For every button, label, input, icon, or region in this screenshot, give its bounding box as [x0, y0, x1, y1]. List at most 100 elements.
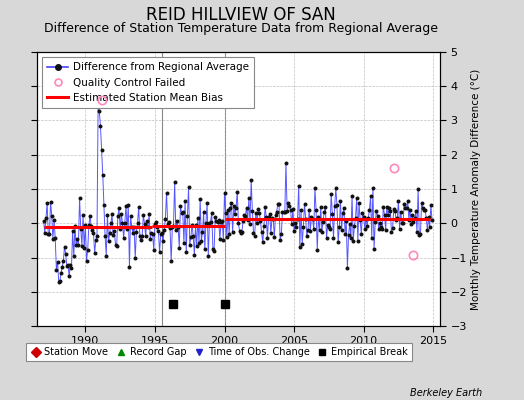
- Point: [154, 228, 162, 234]
- Point: [356, 216, 364, 223]
- Point: [294, 182, 303, 189]
- Point: [378, 225, 386, 232]
- Point: [304, 227, 312, 234]
- Point: [79, 212, 88, 218]
- Point: [381, 227, 390, 233]
- Text: Difference of Station Temperature Data from Regional Average: Difference of Station Temperature Data f…: [44, 22, 438, 35]
- Point: [82, 258, 91, 264]
- Point: [241, 212, 249, 219]
- Point: [206, 219, 215, 225]
- Point: [309, 216, 317, 222]
- Point: [144, 224, 152, 230]
- Point: [158, 230, 166, 236]
- Point: [95, 108, 103, 114]
- Point: [181, 198, 189, 204]
- Point: [235, 228, 244, 234]
- Point: [149, 247, 158, 253]
- Point: [224, 207, 232, 213]
- Point: [321, 204, 330, 210]
- Point: [303, 232, 311, 239]
- Point: [409, 218, 418, 225]
- Point: [173, 218, 181, 224]
- Point: [298, 240, 307, 247]
- Point: [307, 214, 315, 220]
- Point: [362, 216, 370, 222]
- Point: [401, 204, 410, 211]
- Point: [126, 213, 135, 220]
- Point: [218, 218, 226, 224]
- Point: [179, 209, 187, 216]
- Point: [73, 236, 81, 242]
- Point: [340, 205, 348, 212]
- Point: [361, 226, 369, 232]
- Point: [191, 222, 200, 229]
- Point: [313, 246, 321, 253]
- Point: [393, 215, 401, 221]
- Point: [225, 231, 233, 238]
- Point: [65, 273, 73, 280]
- Point: [328, 211, 336, 217]
- Point: [396, 225, 404, 232]
- Point: [160, 226, 168, 233]
- Point: [422, 215, 430, 222]
- Point: [197, 238, 205, 244]
- Point: [323, 222, 332, 228]
- Point: [394, 198, 402, 204]
- Point: [347, 235, 355, 242]
- Point: [279, 209, 288, 216]
- Point: [392, 217, 400, 223]
- Point: [270, 234, 279, 240]
- Point: [284, 200, 292, 206]
- Point: [96, 123, 105, 129]
- Point: [300, 200, 309, 207]
- Point: [111, 242, 119, 248]
- Point: [334, 239, 342, 246]
- Point: [114, 213, 122, 220]
- Point: [91, 250, 99, 256]
- Point: [214, 217, 223, 224]
- Point: [204, 252, 212, 259]
- Point: [135, 203, 143, 210]
- Point: [50, 217, 58, 224]
- Point: [299, 224, 308, 230]
- Point: [202, 219, 210, 226]
- Point: [70, 253, 78, 260]
- Point: [268, 214, 276, 221]
- Point: [369, 185, 377, 192]
- Point: [153, 223, 161, 230]
- Point: [391, 208, 399, 214]
- Point: [141, 233, 150, 240]
- Point: [372, 208, 380, 214]
- Point: [56, 278, 64, 284]
- Point: [53, 258, 62, 265]
- Point: [398, 220, 406, 226]
- Point: [314, 214, 323, 220]
- Point: [420, 207, 428, 213]
- Legend: Station Move, Record Gap, Time of Obs. Change, Empirical Break: Station Move, Record Gap, Time of Obs. C…: [26, 343, 411, 361]
- Point: [250, 232, 259, 239]
- Point: [322, 234, 331, 241]
- Point: [185, 241, 194, 248]
- Point: [354, 238, 362, 244]
- Point: [242, 204, 250, 211]
- Point: [209, 246, 217, 252]
- Point: [331, 203, 339, 210]
- Point: [305, 206, 313, 213]
- Point: [281, 209, 289, 216]
- Point: [81, 222, 90, 228]
- Point: [412, 208, 420, 214]
- Point: [167, 258, 176, 264]
- Point: [389, 206, 398, 212]
- Point: [117, 210, 126, 217]
- Point: [359, 214, 368, 220]
- Point: [66, 261, 74, 268]
- Point: [290, 228, 298, 234]
- Point: [69, 228, 77, 234]
- Point: [310, 226, 318, 233]
- Point: [130, 224, 138, 230]
- Point: [83, 247, 92, 254]
- Point: [291, 220, 299, 226]
- Point: [208, 209, 216, 216]
- Point: [357, 231, 366, 238]
- Point: [147, 230, 156, 236]
